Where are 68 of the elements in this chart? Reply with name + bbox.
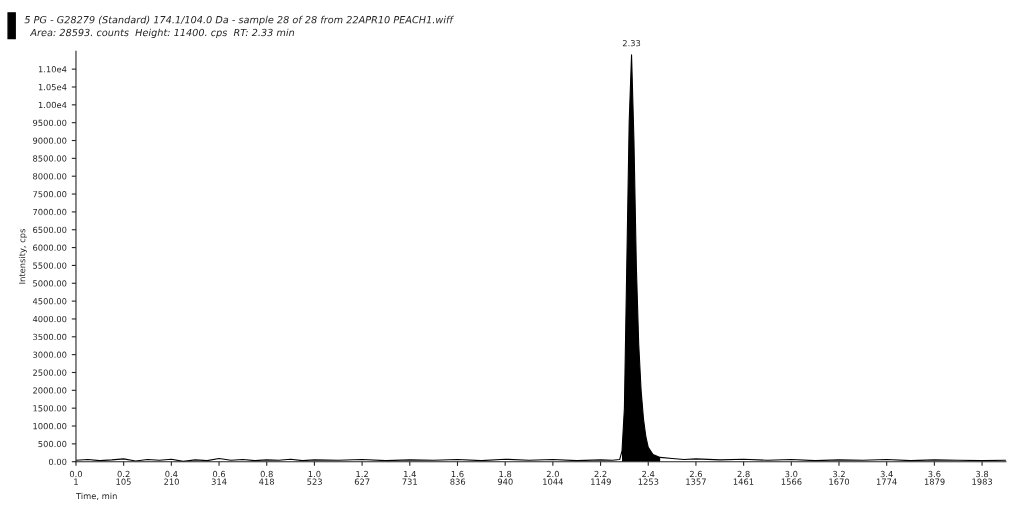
x-tick-label: 0.2 [117, 470, 130, 478]
x2-tick-label: 1983 [972, 478, 993, 485]
x2-tick-label: 1149 [591, 478, 611, 485]
y-tick-label: 7000.00 [33, 208, 67, 216]
x-axis-title: Time, min [75, 492, 117, 500]
y-tick-label: 6000.00 [33, 244, 67, 251]
x2-tick-label: 1357 [686, 478, 706, 485]
y-tick-label: 1500.00 [33, 405, 67, 412]
y-tick-label: 8000.00 [33, 173, 67, 180]
x2-tick-label: 1 [74, 478, 78, 485]
x-tick-label: 0.4 [165, 470, 178, 478]
x2-tick-label: 1461 [733, 478, 754, 485]
x2-tick-label: 1566 [781, 478, 802, 485]
x2-tick-label: 523 [307, 478, 322, 485]
y-tick-label: 5000.00 [33, 280, 67, 287]
y-tick-label: 9000.00 [33, 137, 67, 144]
y-tick-label: 6500.00 [33, 226, 67, 234]
y-tick-label: 4500.00 [32, 298, 67, 305]
y-tick-label: 7500.00 [33, 191, 67, 198]
x2-tick-label: 418 [259, 478, 275, 485]
x-tick-label: 0.6 [212, 470, 226, 478]
y-tick-label: 3000.00 [33, 351, 67, 358]
x2-tick-label: 731 [402, 478, 417, 485]
x2-tick-label: 210 [164, 478, 179, 485]
x-tick-label: 3.2 [833, 470, 845, 478]
y-tick-label: 2500.00 [33, 369, 67, 376]
y-tick-label: 500.00 [38, 440, 67, 448]
x-tick-label: 0.8 [260, 470, 273, 478]
x2-tick-label: 627 [354, 478, 370, 485]
x2-tick-label: 105 [116, 478, 131, 485]
x-tick-label: 1.4 [404, 470, 416, 478]
x-tick-label: 1.6 [451, 470, 464, 478]
y-tick-label: 2000.00 [33, 387, 67, 394]
chart-subtitle: Area: 28593. counts Height: 11400. cps RT: 2.33 min [29, 28, 295, 39]
y-tick-label: 1.10e4 [38, 66, 67, 73]
x-tick-label: 3.4 [880, 470, 893, 478]
x2-tick-label: 1774 [876, 478, 897, 485]
y-tick-label: 1.00e4 [38, 101, 67, 109]
y-tick-label: 3500.00 [33, 333, 67, 341]
y-tick-label: 1000.00 [33, 422, 67, 430]
y-tick-label: 5500.00 [33, 262, 67, 269]
x2-tick-label: 836 [450, 478, 466, 485]
x-tick-label: 1.0 [308, 470, 321, 478]
x2-tick-label: 1670 [829, 478, 850, 485]
chart-title: 5 PG - G28279 (Standard) 174.1/104.0 Da - sample 28 of 28 from 22APR10 PEACH1.wiff [24, 15, 455, 26]
x-tick-label: 3.0 [785, 470, 798, 478]
x2-tick-label: 1253 [638, 478, 659, 485]
x-tick-label: 3.8 [976, 470, 989, 478]
x-tick-label: 2.2 [594, 470, 607, 478]
y-tick-label: 8500.00 [33, 155, 67, 162]
x2-tick-label: 1879 [924, 478, 945, 485]
x-tick-label: 3.6 [928, 470, 941, 478]
x2-tick-label: 314 [211, 478, 227, 485]
x-tick-label: 2.6 [689, 470, 703, 478]
annotation: 2.33 [622, 40, 641, 47]
y-tick-label: 0.00 [48, 458, 67, 465]
y-axis-title: Intensity, cps [18, 229, 27, 284]
x-tick-label: 1.2 [356, 470, 368, 478]
x-tick-label: 2.8 [737, 470, 750, 478]
x-tick-label: 2.0 [546, 470, 559, 478]
x-tick-label: 2.4 [642, 470, 655, 478]
x-tick-label: 1.8 [499, 470, 512, 478]
y-tick-label: 1.05e4 [38, 83, 67, 91]
y-tick-label: 9500.00 [33, 119, 67, 126]
x-tick-label: 0.0 [69, 470, 83, 478]
x2-tick-label: 940 [497, 478, 513, 485]
x2-tick-label: 1044 [543, 478, 563, 485]
y-tick-label: 4000.00 [32, 315, 67, 323]
